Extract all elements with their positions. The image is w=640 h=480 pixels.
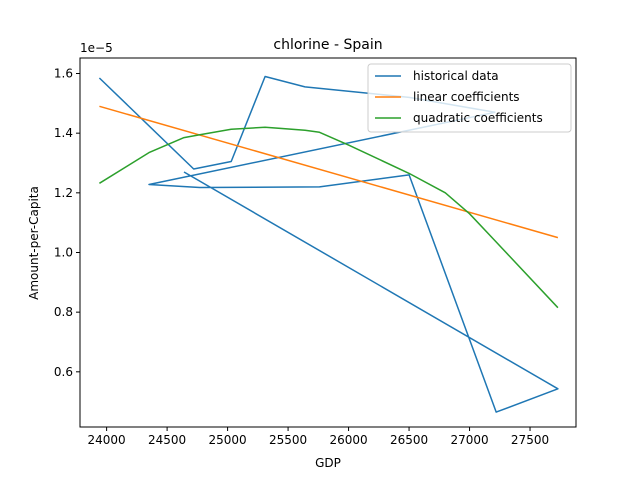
y-axis-ticks: 0.6 0.8 1.0 1.2 1.4 1.6 <box>54 67 80 379</box>
legend-label: quadratic coefficients <box>413 111 543 125</box>
x-tick-label: 26500 <box>390 433 428 447</box>
x-tick-label: 25500 <box>269 433 307 447</box>
series-line-1 <box>99 105 559 239</box>
x-tick-label: 24500 <box>148 433 186 447</box>
x-tick-label: 24000 <box>88 433 126 447</box>
y-tick-label: 0.6 <box>54 365 73 379</box>
y-tick-label: 1.2 <box>54 186 73 200</box>
legend-label: historical data <box>413 69 499 83</box>
legend-box <box>367 63 572 133</box>
y-offset-label: 1e−5 <box>80 41 113 55</box>
plot-frame <box>79 57 577 428</box>
chart-title: chlorine - Spain <box>273 37 382 53</box>
y-tick-label: 1.6 <box>54 67 73 81</box>
x-tick-label: 27500 <box>511 433 549 447</box>
x-axis-label: GDP <box>315 456 341 470</box>
y-tick-label: 0.8 <box>54 305 73 319</box>
legend: historical data linear coefficients quadra… <box>367 63 572 133</box>
y-tick-label: 1.4 <box>54 126 73 140</box>
series-layer <box>98 75 559 413</box>
legend-label: linear coefficients <box>413 90 520 104</box>
x-tick-label: 26000 <box>329 433 367 447</box>
x-tick-label: 25000 <box>208 433 246 447</box>
y-axis-label: Amount-per-Capita <box>27 186 41 300</box>
y-tick-label: 1.0 <box>54 245 73 259</box>
series-line-2 <box>99 126 559 309</box>
x-axis-ticks: 24000 24500 25000 25500 26000 26500 27000 27500 <box>88 427 549 447</box>
series-line-0 <box>98 75 559 413</box>
x-tick-label: 27000 <box>450 433 488 447</box>
